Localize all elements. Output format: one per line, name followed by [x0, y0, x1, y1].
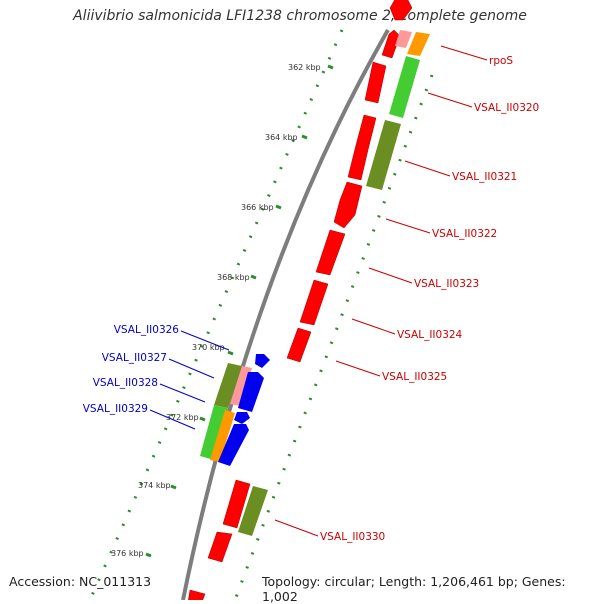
gene-label: VSAL_II0330: [320, 531, 385, 543]
gene-olive: [366, 120, 401, 190]
gene-label: VSAL_II0324: [397, 329, 463, 341]
gene-orange: [210, 410, 235, 462]
gene-label: VSAL_II0329: [83, 403, 148, 415]
gene-arrow: [255, 354, 270, 368]
gene-arrow: [188, 589, 206, 600]
gene-label: VSAL_II0322: [432, 228, 497, 240]
scale-label: 362 kbp: [288, 63, 321, 72]
gene-arrow: [207, 531, 233, 563]
chromosome-backbone: [181, 29, 390, 600]
gene-olive: [238, 486, 268, 536]
gene-arrow: [238, 372, 264, 412]
scale-label: 372 kbp: [166, 413, 199, 422]
gene-green: [389, 56, 420, 118]
gene-arrow: [364, 61, 387, 104]
gene-arrow: [234, 412, 250, 424]
gene-label: VSAL_II0323: [414, 278, 479, 290]
reverse-genes: [218, 354, 270, 466]
gene-pink: [230, 366, 252, 406]
gene-label: VSAL_II0320: [474, 102, 539, 114]
gene-arrow: [333, 181, 363, 229]
gene-label-rpos: rpoS: [489, 55, 513, 67]
gene-arrow: [222, 479, 251, 529]
forward-genes: [188, 0, 413, 600]
scale-label: 376 kbp: [111, 549, 144, 558]
gene-orange: [407, 32, 430, 56]
gene-label: VSAL_II0328: [93, 377, 158, 389]
left-leader-lines: [149, 330, 230, 430]
scale-label: 370 kbp: [192, 343, 225, 352]
right-gene-labels: rpoS VSAL_II0320 VSAL_II0321 VSAL_II0322…: [320, 55, 539, 543]
gene-arrow: [389, 0, 413, 21]
scale-label: 364 kbp: [265, 133, 298, 142]
scale-label: 366 kbp: [241, 203, 274, 212]
scale-labels: 362 kbp 364 kbp 366 kbp 368 kbp 370 kbp …: [111, 63, 321, 558]
gene-arrow: [381, 29, 401, 59]
scale-label: 368 kbp: [217, 273, 250, 282]
scale-label: 374 kbp: [138, 481, 171, 490]
scale-ticks: [145, 64, 334, 558]
gene-label: VSAL_II0321: [452, 171, 517, 183]
gene-arrow: [286, 327, 312, 363]
gene-label: VSAL_II0325: [382, 371, 447, 383]
gene-green: [200, 405, 228, 460]
gene-arrow: [347, 114, 377, 181]
accession-text: Accession: NC_011313: [9, 574, 152, 589]
right-leader-lines: [274, 45, 488, 537]
gene-label: VSAL_II0327: [102, 352, 167, 364]
left-gene-labels: VSAL_II0326 VSAL_II0327 VSAL_II0328 VSAL…: [83, 324, 180, 415]
gene-pink: [395, 30, 412, 48]
gene-arrow: [218, 424, 249, 466]
gene-olive: [214, 363, 242, 408]
gene-label: VSAL_II0326: [114, 324, 180, 336]
gene-arrow: [315, 229, 346, 276]
gene-arrow: [299, 279, 329, 326]
map-title: Aliivibrio salmonicida LFI1238 chromosom…: [73, 8, 527, 24]
